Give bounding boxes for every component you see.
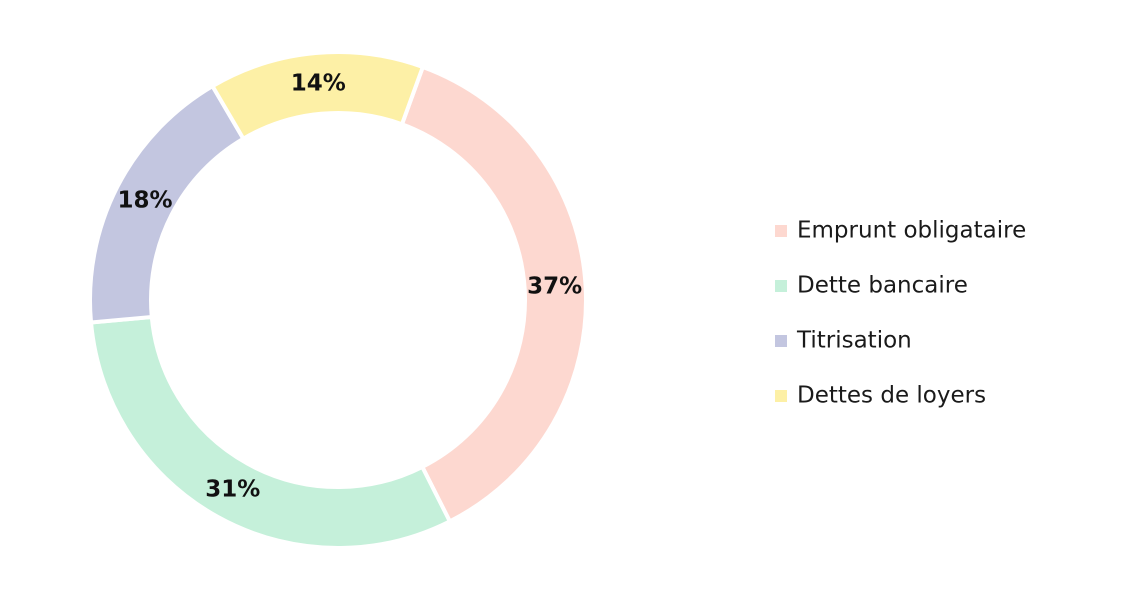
donut-segment <box>88 314 453 550</box>
value-label: 31% <box>205 476 260 502</box>
donut-segment <box>209 50 426 142</box>
legend-label: Dette bancaire <box>797 273 968 299</box>
legend-swatch <box>775 335 787 347</box>
legend-label: Titrisation <box>796 328 912 354</box>
legend-swatch <box>775 225 787 237</box>
value-label: 14% <box>291 70 346 96</box>
value-label: 37% <box>527 274 582 300</box>
legend-swatch <box>775 280 787 292</box>
value-label: 18% <box>117 187 172 213</box>
legend-label: Emprunt obligataire <box>797 218 1026 244</box>
legend-label: Dettes de loyers <box>797 383 986 409</box>
donut-segment <box>399 64 588 525</box>
legend-swatch <box>775 390 787 402</box>
